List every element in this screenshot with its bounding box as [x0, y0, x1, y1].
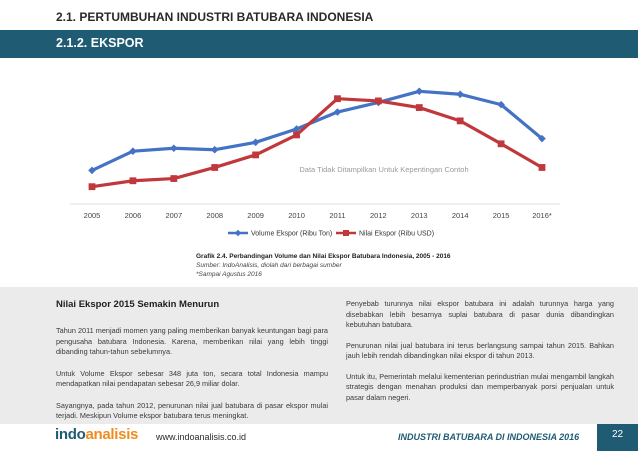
- publication-title: INDUSTRI BATUBARA DI INDONESIA 2016: [398, 432, 580, 442]
- caption-source: Sumber: IndoAnalisis, diolah dari berbag…: [196, 262, 342, 269]
- data-point-nilai: [456, 117, 464, 125]
- data-point-volume: [456, 90, 464, 99]
- data-point-nilai: [88, 183, 96, 191]
- right-column: Penyebab turunnya nilai ekspor batubara …: [346, 299, 614, 413]
- subsection-title: 2.1.2. EKSPOR: [56, 36, 144, 50]
- x-tick-label: 2005: [84, 211, 101, 220]
- chart-legend: Volume Ekspor (Ribu Ton) Nilai Ekspor (Ri…: [228, 229, 434, 238]
- x-tick-label: 2013: [411, 211, 428, 220]
- data-point-volume: [538, 134, 546, 143]
- series-line-nilai: [91, 97, 543, 189]
- chart-series-group: [91, 89, 544, 189]
- x-tick-label: 2010: [288, 211, 305, 220]
- left-column: Nilai Ekspor 2015 Semakin Menurun Tahun …: [56, 299, 328, 433]
- data-point-volume: [415, 87, 424, 96]
- data-point-volume: [497, 100, 505, 109]
- series-line-volume: [91, 89, 544, 172]
- chart-watermark: Data Tidak Ditampilkan Untuk Kepentingan…: [299, 165, 468, 174]
- x-tick-label: 2012: [370, 211, 387, 220]
- footer: indoanalisis www.indoanalisis.co.id INDU…: [0, 424, 638, 451]
- data-point-volume: [210, 145, 219, 154]
- x-tick-label: 2014: [452, 211, 469, 220]
- chart-markers-group: [88, 87, 546, 191]
- data-point-volume: [333, 108, 342, 116]
- legend-marker-icon: [234, 229, 242, 237]
- right-paragraph: Penyebab turunnya nilai ekspor batubara …: [346, 299, 614, 329]
- data-point-nilai: [129, 177, 137, 185]
- data-point-nilai: [211, 164, 219, 171]
- data-point-volume: [292, 125, 301, 133]
- export-line-chart: Data Tidak Ditampilkan Untuk Kepentingan…: [70, 87, 560, 238]
- data-point-nilai: [415, 104, 423, 111]
- data-point-nilai: [497, 140, 505, 148]
- data-point-volume: [251, 138, 260, 147]
- website-link[interactable]: www.indoanalisis.co.id: [156, 432, 247, 442]
- data-point-nilai: [293, 131, 300, 139]
- left-paragraph: Tahun 2011 menjadi momen yang paling mem…: [56, 326, 328, 356]
- logo-text-part1: indo: [55, 426, 86, 443]
- x-tick-label: 2011: [329, 211, 345, 220]
- left-paragraph: Sayangnya, pada tahun 2012, penurunan ni…: [56, 400, 328, 421]
- header-bar: 2.1.2. EKSPOR: [0, 30, 638, 58]
- left-paragraph: Untuk Volume Ekspor sebesar 348 juta ton…: [56, 368, 328, 389]
- x-tick-label: 2008: [206, 211, 223, 220]
- legend-label: Volume Ekspor (Ribu Ton): [251, 231, 332, 238]
- caption-note: *Sampai Agustus 2016: [196, 271, 262, 278]
- legend-label: Nilai Ekspor (Ribu USD): [359, 231, 434, 238]
- x-tick-label: 2007: [165, 211, 182, 220]
- x-tick-label: 2006: [125, 211, 142, 220]
- x-tick-label: 2016*: [532, 211, 552, 220]
- section-title: 2.1. PERTUMBUHAN INDUSTRI BATUBARA INDON…: [56, 10, 374, 24]
- x-tick-label: 2015: [493, 211, 510, 220]
- legend-marker-icon: [343, 230, 349, 236]
- x-tick-label: 2009: [247, 211, 264, 220]
- data-point-nilai: [374, 97, 382, 105]
- data-point-nilai: [252, 151, 260, 159]
- left-heading: Nilai Ekspor 2015 Semakin Menurun: [56, 299, 220, 310]
- caption-title: Grafik 2.4. Perbandingan Volume dan Nila…: [196, 253, 451, 260]
- chart-caption: Grafik 2.4. Perbandingan Volume dan Nila…: [196, 252, 456, 279]
- data-point-nilai: [170, 175, 178, 182]
- text-panel: Nilai Ekspor 2015 Semakin Menurun Tahun …: [0, 287, 638, 424]
- logo-text-part2: analisis: [85, 426, 139, 443]
- x-tick-labels: 2005 2006 2007 2008 2009 2010 2011 2012 2013 2014…: [84, 211, 552, 220]
- indoanalisis-logo: indoanalisis: [55, 426, 138, 443]
- data-point-volume: [170, 144, 178, 153]
- right-paragraph: Untuk itu, Pemerintah melalui kementeria…: [346, 371, 614, 402]
- right-paragraph: Penurunan nilai jual batubara ini terus …: [346, 340, 614, 361]
- page-number: 22: [597, 424, 638, 451]
- data-point-nilai: [538, 164, 546, 171]
- data-point-nilai: [334, 95, 341, 103]
